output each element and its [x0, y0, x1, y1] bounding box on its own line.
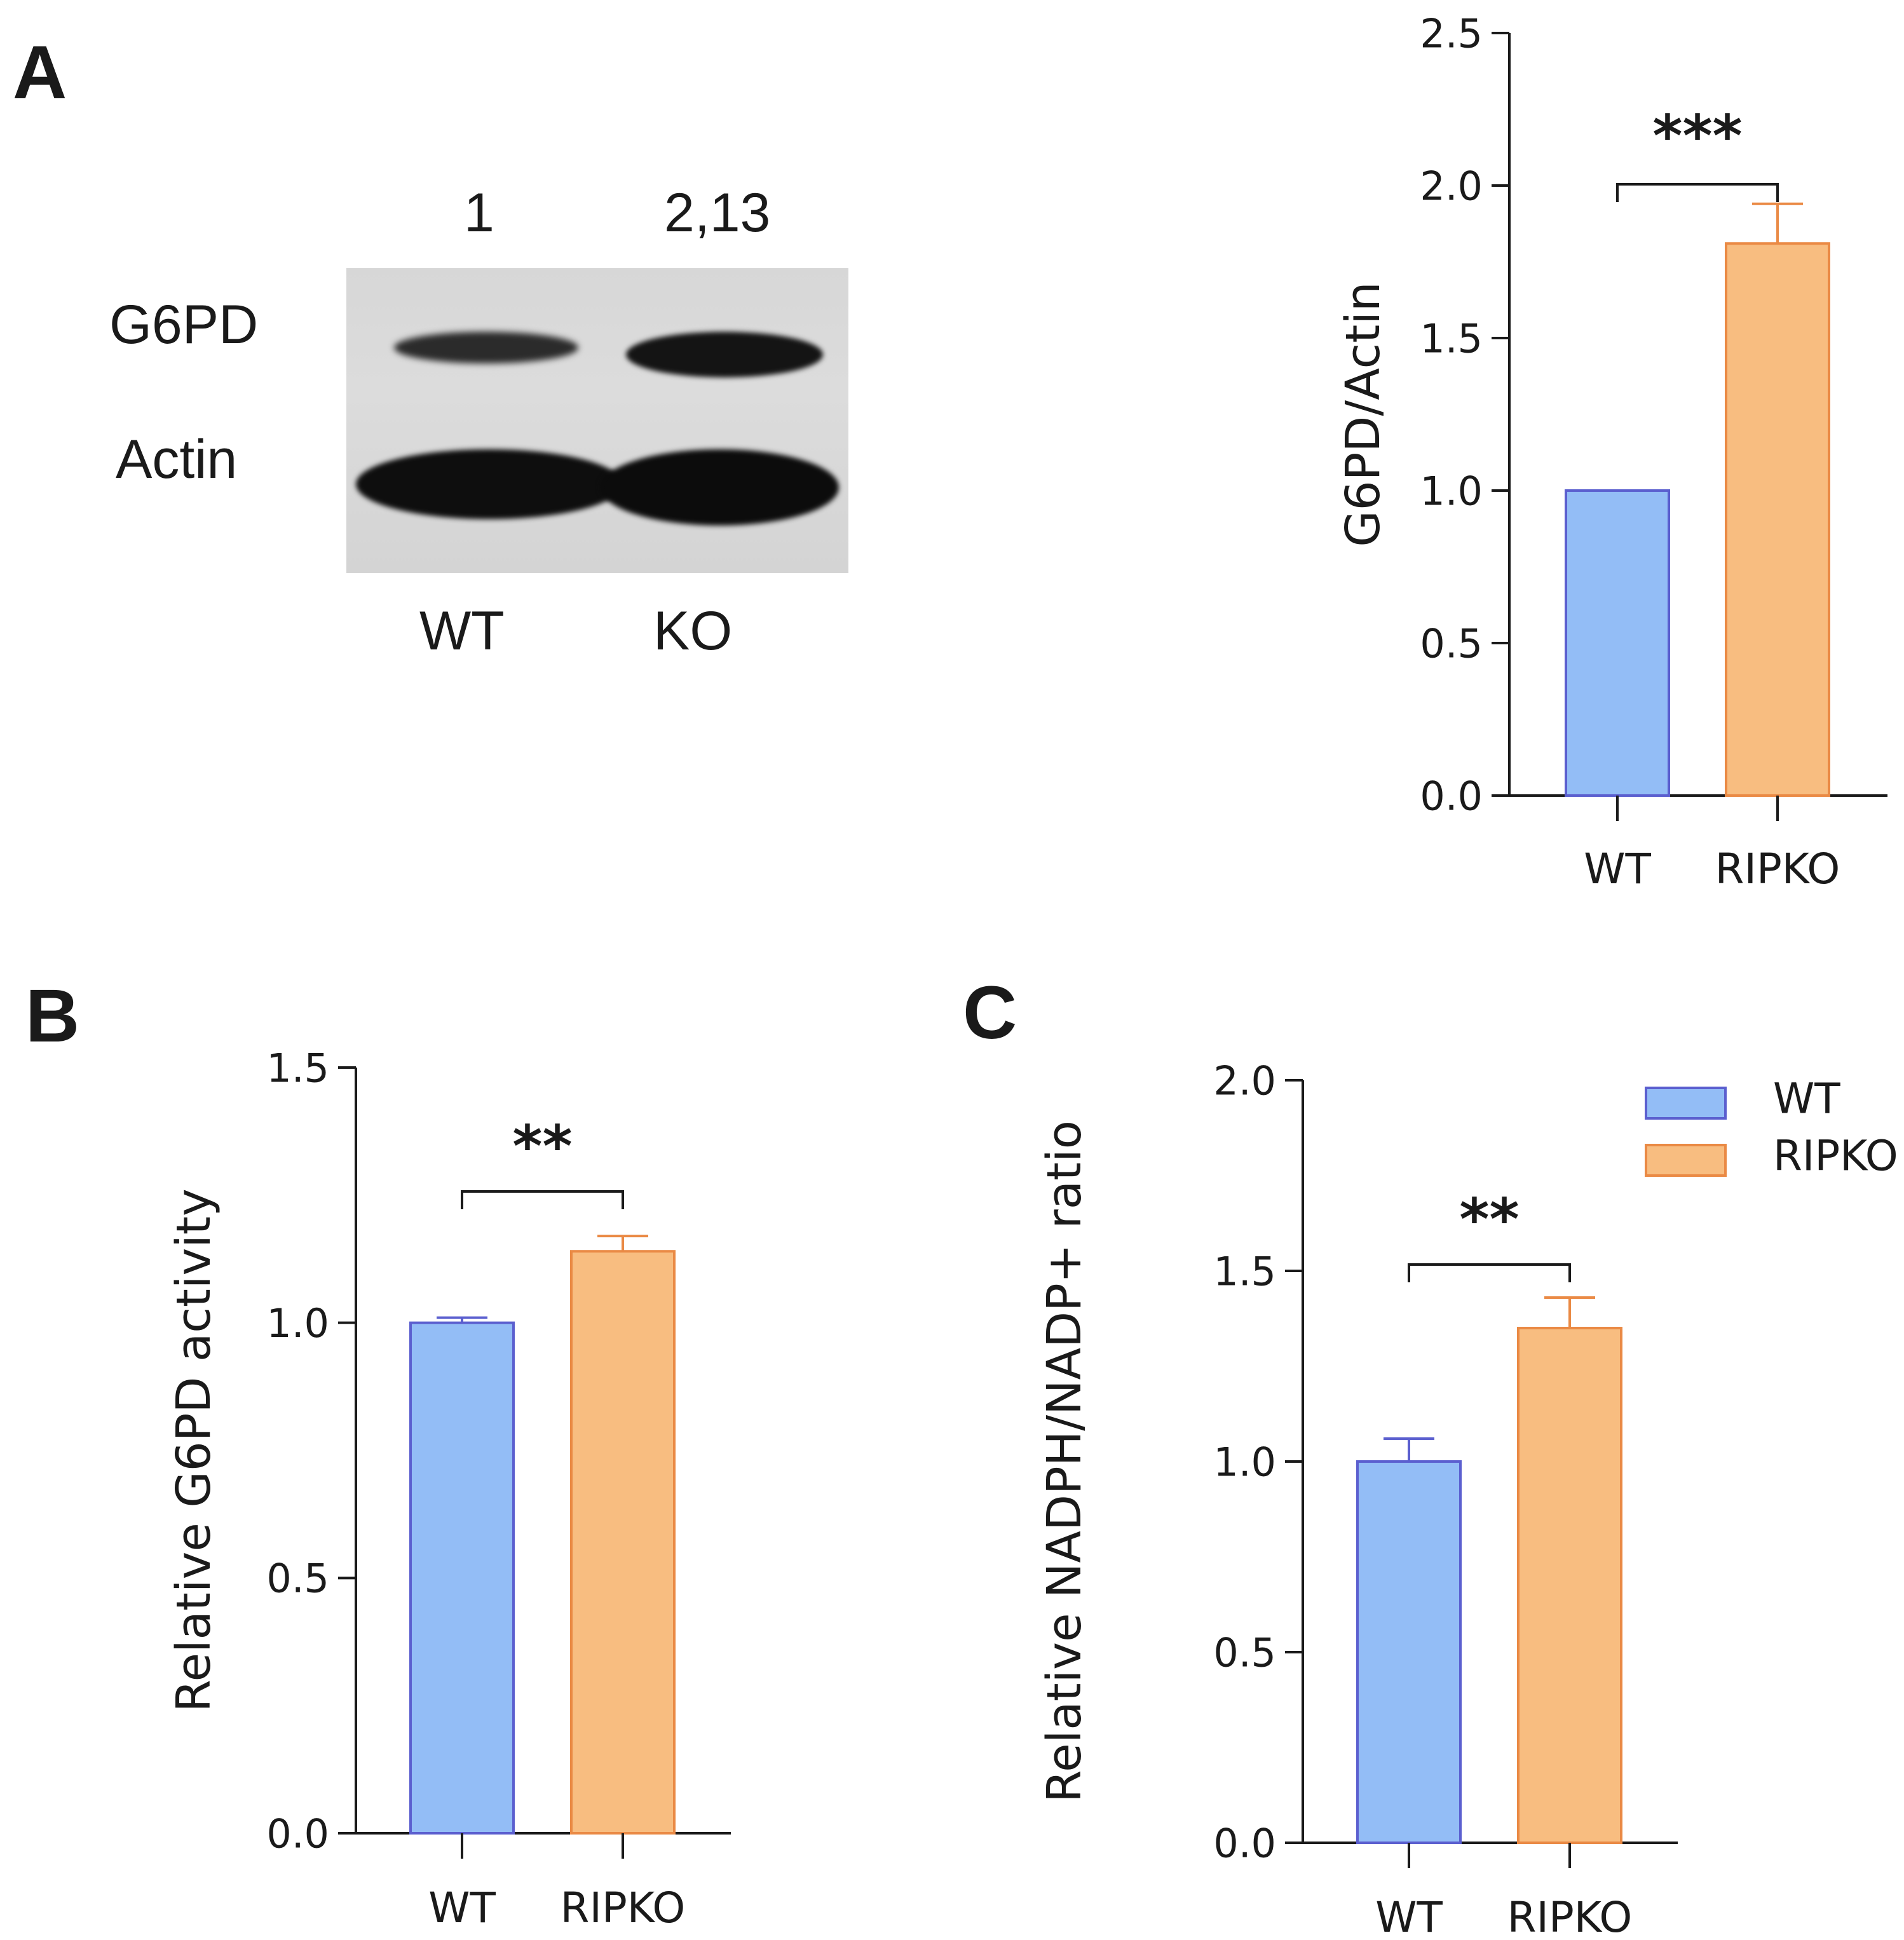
- blot-lane-label-ko: KO: [653, 600, 733, 661]
- band-g6pd-ko: [626, 332, 823, 377]
- y-tick-label: 1.5: [266, 1045, 329, 1091]
- x-tick-label: WT: [1584, 845, 1651, 893]
- y-tick-label: 0.0: [1420, 773, 1483, 819]
- y-tick-label: 1.0: [266, 1300, 329, 1346]
- significance-label: **: [1459, 1186, 1519, 1253]
- significance-label: ***: [1652, 103, 1742, 170]
- significance-bracket: [1408, 1263, 1571, 1282]
- blot-lane-label-wt: WT: [419, 600, 505, 661]
- y-tick-label: 1.0: [1213, 1439, 1276, 1485]
- y-axis-label: Relative NADPH/NADP+ ratio: [1037, 1120, 1092, 1803]
- bar-ripko: [1517, 1327, 1622, 1844]
- y-tick-label: 2.0: [1420, 163, 1483, 209]
- band-actin-wt: [356, 449, 623, 519]
- significance-bracket: [461, 1190, 624, 1209]
- bar-wt: [1565, 489, 1670, 797]
- legend-label-ripko: RIPKO: [1773, 1131, 1898, 1180]
- panel-label-c: C: [963, 971, 1017, 1055]
- blot-image: [346, 268, 848, 573]
- blot-ratio-ko: 2,13: [664, 182, 771, 243]
- band-actin-ko: [601, 449, 839, 526]
- y-axis-label: G6PD/Actin: [1336, 282, 1391, 546]
- y-tick-label: 0.0: [266, 1810, 329, 1857]
- legend-swatch-wt: [1645, 1087, 1727, 1120]
- y-tick-label: 1.0: [1420, 468, 1483, 514]
- blot-row-label-g6pd: G6PD: [109, 294, 259, 355]
- y-tick-label: 0.5: [1213, 1629, 1276, 1676]
- bar-wt: [409, 1321, 515, 1835]
- panel-label-a: A: [13, 31, 67, 114]
- x-tick-label: WT: [1375, 1893, 1443, 1940]
- x-tick-label: WT: [428, 1883, 496, 1932]
- significance-bracket: [1616, 183, 1779, 202]
- legend-swatch-ripko: [1645, 1144, 1727, 1177]
- y-axis-label: Relative G6PD activity: [167, 1188, 221, 1712]
- blot-row-label-actin: Actin: [116, 429, 238, 490]
- x-tick-label: RIPKO: [1507, 1893, 1633, 1940]
- x-tick-label: RIPKO: [1715, 845, 1840, 893]
- bar-wt: [1356, 1460, 1462, 1844]
- y-tick-label: 2.5: [1420, 10, 1483, 57]
- y-tick-label: 1.5: [1213, 1248, 1276, 1294]
- y-tick-label: 2.0: [1213, 1057, 1276, 1104]
- legend-label-wt: WT: [1773, 1074, 1840, 1123]
- x-tick-label: RIPKO: [561, 1883, 686, 1932]
- y-tick-label: 0.5: [266, 1556, 329, 1602]
- band-g6pd-wt: [394, 332, 578, 363]
- blot-ratio-wt: 1: [464, 182, 494, 243]
- y-tick-label: 1.5: [1420, 315, 1483, 362]
- y-tick-label: 0.0: [1213, 1820, 1276, 1866]
- y-tick-label: 0.5: [1420, 620, 1483, 667]
- panel-label-b: B: [25, 974, 80, 1058]
- significance-label: **: [512, 1113, 572, 1180]
